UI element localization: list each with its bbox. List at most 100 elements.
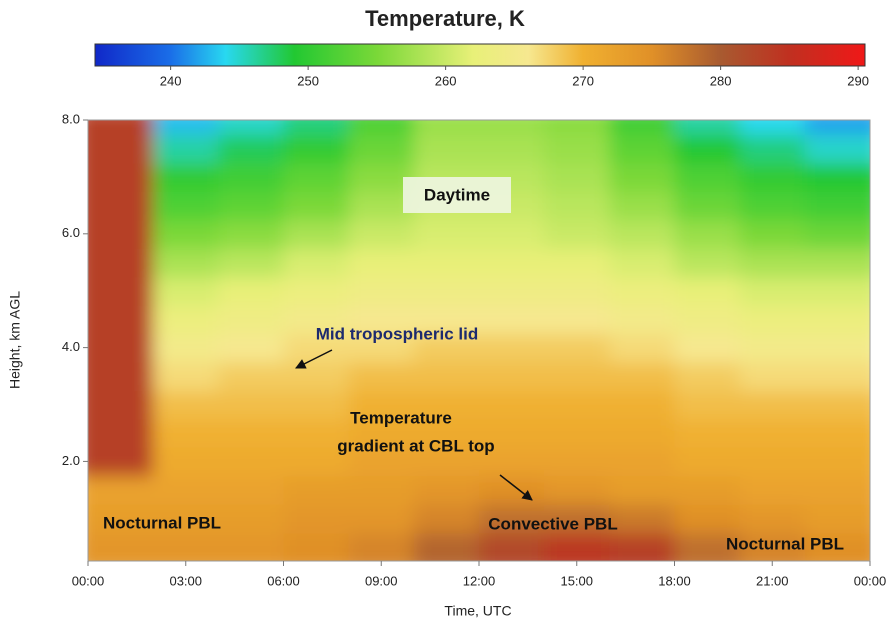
heatmap-cell xyxy=(740,248,806,277)
heatmap-cell xyxy=(544,447,610,476)
heatmap-cell xyxy=(414,504,480,533)
heatmap-cell xyxy=(609,533,675,574)
heatmap-cell xyxy=(740,134,806,163)
heatmap-cell xyxy=(218,476,284,505)
heatmap-cell xyxy=(740,191,806,220)
heatmap-cell xyxy=(609,476,675,505)
heatmap-cell xyxy=(609,134,675,163)
annotation: Mid tropospheric lid xyxy=(316,324,478,343)
colorbar xyxy=(95,44,865,66)
x-tick-label: 18:00 xyxy=(658,573,691,588)
heatmap-cell xyxy=(544,419,610,448)
heatmap-cell xyxy=(544,163,610,192)
heatmap-cell xyxy=(414,476,480,505)
heatmap-cell xyxy=(153,220,219,249)
heatmap-cell xyxy=(609,163,675,192)
heatmap-cell xyxy=(349,248,415,277)
heatmap-cell xyxy=(218,362,284,391)
heatmap-cell xyxy=(740,504,806,533)
heatmap-cell xyxy=(609,362,675,391)
heatmap-cell xyxy=(479,276,545,305)
heatmap-cell xyxy=(675,447,741,476)
heatmap-cell xyxy=(740,362,806,391)
heatmap-cell xyxy=(805,333,883,362)
heatmap-cell xyxy=(218,276,284,305)
heatmap-cell xyxy=(805,419,883,448)
heatmap-cell xyxy=(544,476,610,505)
heatmap-cell xyxy=(218,191,284,220)
heatmap-cell xyxy=(349,134,415,163)
heatmap-cell xyxy=(675,504,741,533)
heatmap-cell xyxy=(805,362,883,391)
heatmap-cell xyxy=(153,533,219,574)
y-tick-label: 2.0 xyxy=(62,453,80,468)
heatmap-cell xyxy=(544,390,610,419)
heatmap-cell xyxy=(675,390,741,419)
heatmap-cell xyxy=(609,248,675,277)
heatmap-cell xyxy=(544,533,610,574)
heatmap-cell xyxy=(675,191,741,220)
heatmap-cell xyxy=(349,362,415,391)
heatmap-cell xyxy=(153,248,219,277)
heatmap-cell xyxy=(609,390,675,419)
heatmap-cell xyxy=(609,447,675,476)
heatmap-cell xyxy=(153,134,219,163)
heatmap-cell xyxy=(218,134,284,163)
chart-title: Temperature, K xyxy=(365,6,525,31)
annotation: Temperature xyxy=(350,408,452,427)
heatmap-cell xyxy=(349,533,415,574)
heatmap-cell xyxy=(284,163,350,192)
heatmap-cell xyxy=(544,220,610,249)
heatmap-cell xyxy=(414,362,480,391)
heatmap-cell xyxy=(218,248,284,277)
heatmap-cell xyxy=(479,305,545,334)
heatmap-cell xyxy=(218,504,284,533)
heatmap-cell xyxy=(284,108,350,135)
heatmap-cell xyxy=(153,419,219,448)
heatmap-cell xyxy=(544,134,610,163)
heatmap-cell xyxy=(675,220,741,249)
heatmap-cell xyxy=(805,305,883,334)
y-tick-label: 6.0 xyxy=(62,225,80,240)
heatmap-cell xyxy=(414,533,480,574)
heatmap-cell xyxy=(609,220,675,249)
x-tick-label: 00:00 xyxy=(854,573,887,588)
annotation: Nocturnal PBL xyxy=(726,534,844,553)
heatmap-cell xyxy=(284,390,350,419)
heatmap-cell xyxy=(805,476,883,505)
heatmap-cell xyxy=(218,533,284,574)
annotation: Nocturnal PBL xyxy=(103,513,221,532)
y-tick-label: 4.0 xyxy=(62,339,80,354)
heatmap-cell xyxy=(479,220,545,249)
heatmap-cell xyxy=(544,333,610,362)
heatmap-cell xyxy=(805,447,883,476)
heatmap-cell xyxy=(414,134,480,163)
heatmap-cell xyxy=(609,333,675,362)
heatmap-cell xyxy=(218,163,284,192)
heatmap-cell xyxy=(414,276,480,305)
heatmap-cell xyxy=(740,276,806,305)
heatmap-cell xyxy=(153,390,219,419)
heatmap-cell xyxy=(284,276,350,305)
heatmap-cell xyxy=(740,476,806,505)
heatmap-cell xyxy=(805,248,883,277)
annotation: Convective PBL xyxy=(488,514,617,533)
heatmap-cell xyxy=(740,333,806,362)
colorbar-tick-label: 250 xyxy=(297,73,319,88)
x-tick-label: 21:00 xyxy=(756,573,789,588)
x-tick-label: 00:00 xyxy=(72,573,105,588)
heatmap-cell xyxy=(544,108,610,135)
heatmap-cell xyxy=(284,504,350,533)
heatmap-cell xyxy=(284,248,350,277)
heatmap-cell xyxy=(414,108,480,135)
heatmap-cell xyxy=(479,390,545,419)
heatmap-cell xyxy=(284,220,350,249)
heatmap-cell xyxy=(805,134,883,163)
heatmap-cell xyxy=(218,220,284,249)
heatmap-cell xyxy=(609,108,675,135)
y-tick-label: 8.0 xyxy=(62,111,80,126)
heatmap-cell xyxy=(805,504,883,533)
heatmap-cell xyxy=(740,305,806,334)
heatmap-cell xyxy=(805,390,883,419)
heatmap-cell xyxy=(609,191,675,220)
